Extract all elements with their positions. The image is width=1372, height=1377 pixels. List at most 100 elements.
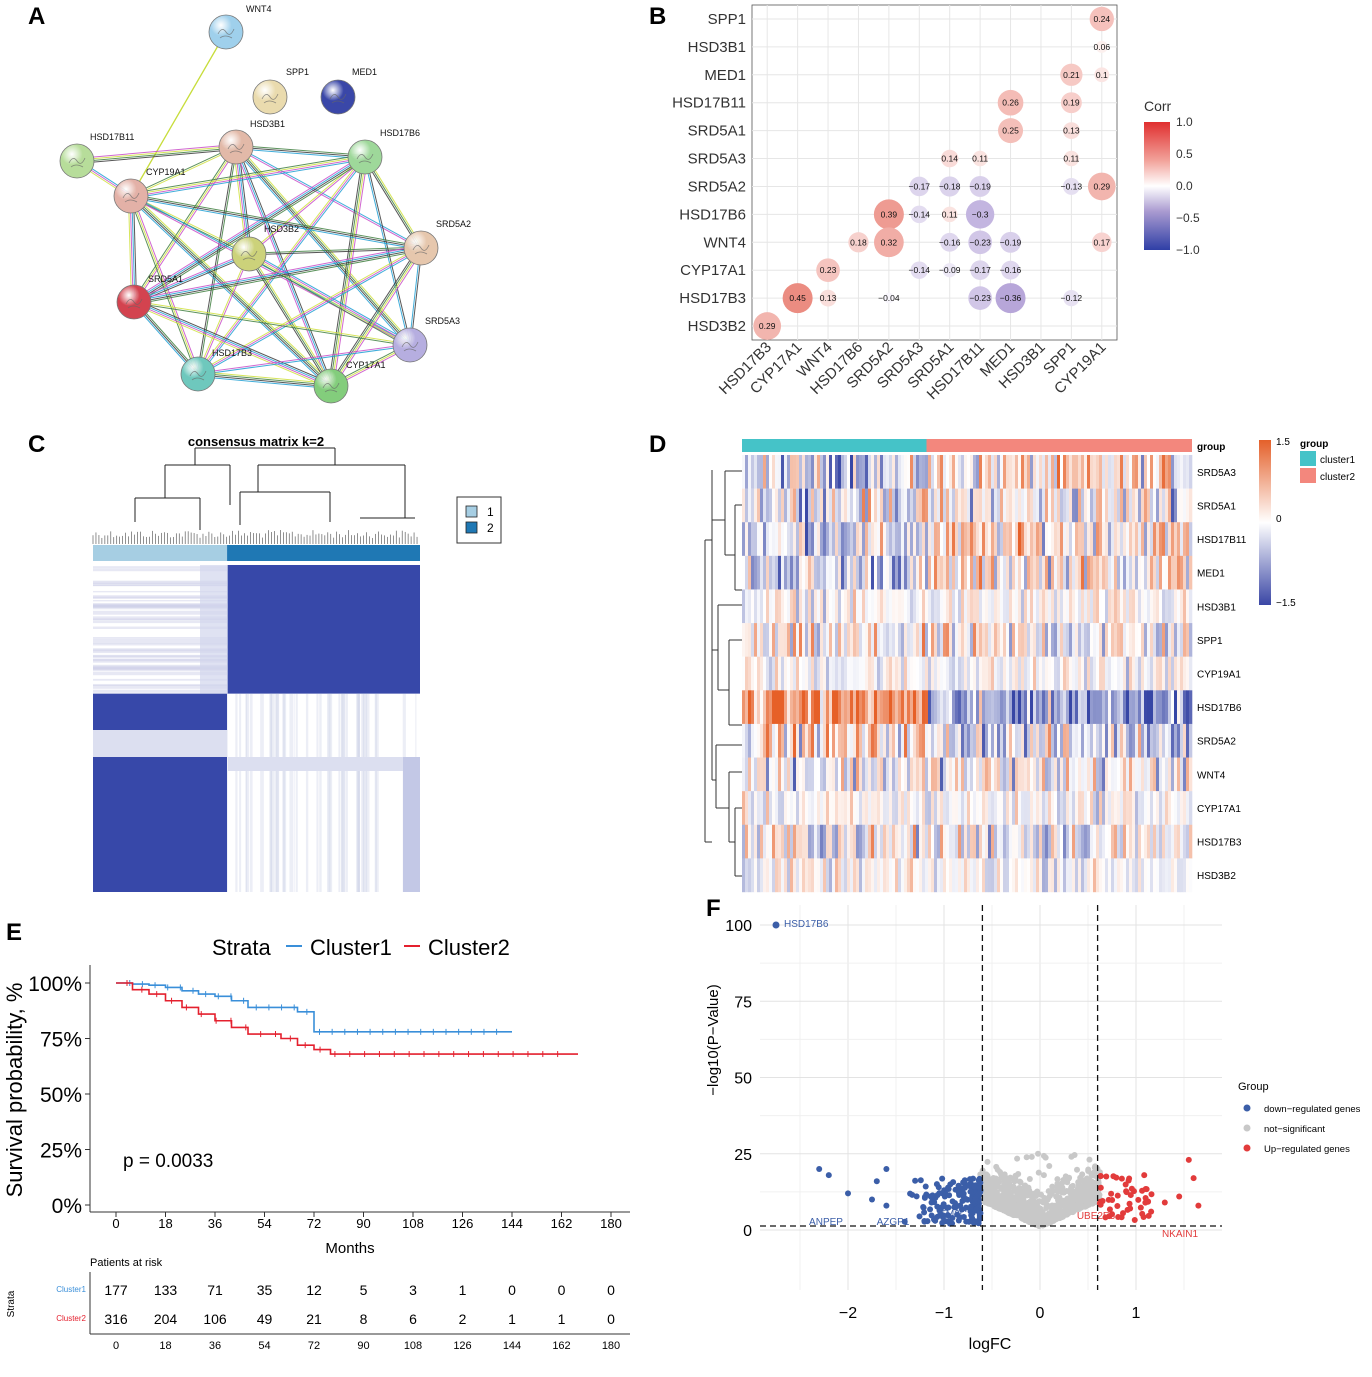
heatmap-cell [961, 488, 965, 523]
heatmap-cell [832, 455, 836, 489]
heatmap-cell [955, 723, 959, 758]
heatmap-cell [1006, 757, 1010, 792]
correlation-value: −0.16 [939, 237, 961, 247]
heatmap-cell [853, 623, 857, 657]
heatmap-cell [742, 858, 746, 893]
heatmap-cell [1084, 791, 1088, 825]
heatmap-cell [889, 656, 893, 691]
heatmap-cell [1105, 690, 1109, 725]
heatmap-cell [880, 623, 884, 657]
matrix-texture [356, 693, 360, 892]
heatmap-cell [1141, 488, 1145, 523]
y-tick-label: 0% [52, 1195, 82, 1218]
heatmap-cell [1120, 690, 1124, 725]
heatmap-cell [1018, 723, 1022, 758]
heatmap-cell [1105, 623, 1109, 657]
heatmap-cell [874, 589, 878, 624]
heatmap-cell [829, 690, 833, 725]
heatmap-cell [913, 757, 917, 792]
heatmap-cell [769, 757, 773, 792]
heatmap-cell [967, 824, 971, 859]
heatmap-cell [1141, 690, 1145, 725]
heatmap-cell [1117, 723, 1121, 758]
heatmap-cell [805, 589, 809, 624]
heatmap-cell [1147, 555, 1151, 590]
heatmap-cell [1006, 488, 1010, 523]
heatmap-cell [853, 522, 857, 557]
correlation-value: 0.29 [1094, 181, 1111, 191]
point-not-significant [992, 1203, 999, 1210]
heatmap-cell [952, 455, 956, 489]
point-up-regulated [1114, 1192, 1121, 1199]
heatmap-cell [883, 623, 887, 657]
point-up-regulated [1142, 1199, 1149, 1206]
heatmap-cell [1024, 623, 1028, 657]
heatmap-cell [1048, 690, 1052, 725]
heatmap-cell [1021, 623, 1025, 657]
heatmap-cell [937, 656, 941, 691]
heatmap-cell [874, 555, 878, 590]
correlation-value: −0.23 [969, 293, 991, 303]
heatmap-cell [847, 623, 851, 657]
point-up-regulated [1141, 1172, 1148, 1179]
heatmap-cell [820, 589, 824, 624]
heatmap-cell [958, 589, 962, 624]
heatmap-cell [1180, 757, 1184, 792]
heatmap-cell [904, 656, 908, 691]
network-edge [328, 246, 420, 385]
network-edge [329, 156, 365, 386]
heatmap-cell [910, 690, 914, 725]
heatmap-cell [1090, 522, 1094, 557]
heatmap-cell [1087, 589, 1091, 624]
heatmap-cell [1021, 690, 1025, 725]
risk-side-label: Strata [6, 1290, 17, 1317]
heatmap-cell [1072, 824, 1076, 859]
heatmap-cell [928, 455, 932, 489]
heatmap-cell [820, 656, 824, 691]
heatmap-cell [1024, 723, 1028, 758]
heatmap-cell [847, 858, 851, 893]
heatmap-cell [781, 858, 785, 893]
heatmap-cell [943, 690, 947, 725]
heatmap-cell [877, 589, 881, 624]
heatmap-cell [784, 690, 788, 725]
heatmap-cell [1072, 623, 1076, 657]
heatmap-cell [784, 858, 788, 893]
heatmap-cell [1024, 858, 1028, 893]
heatmap-cell [787, 555, 791, 590]
point-not-significant [1011, 1205, 1018, 1212]
heatmap-cell [853, 824, 857, 859]
heatmap-cell [874, 522, 878, 557]
heatmap-cell [1162, 690, 1166, 725]
heatmap-cell [793, 589, 797, 624]
heatmap-cell [898, 824, 902, 859]
point-not-significant [1049, 1183, 1056, 1190]
heatmap-cell [781, 589, 785, 624]
heatmap-cell [1150, 723, 1154, 758]
heatmap-cell [1033, 589, 1037, 624]
heatmap-cell [787, 589, 791, 624]
point-not-significant [1015, 1170, 1022, 1177]
heatmap-cell [1075, 455, 1079, 489]
heatmap-cell [781, 757, 785, 792]
heatmap-cell [1177, 656, 1181, 691]
network-edge [248, 246, 421, 254]
heatmap-cell [898, 858, 902, 893]
legend-label: not−significant [1264, 1124, 1325, 1135]
heatmap-cell [826, 656, 830, 691]
heatmap-cell [1132, 690, 1136, 725]
heatmap-cell [787, 858, 791, 893]
heatmap-cell [757, 623, 761, 657]
heatmap-cell [1063, 455, 1067, 489]
heatmap-cell [1096, 690, 1100, 725]
heatmap-cell [1063, 757, 1067, 792]
point-down-regulated [972, 1218, 979, 1225]
heatmap-cell [778, 723, 782, 758]
heatmap-cell [1063, 488, 1067, 523]
heatmap-cell [760, 623, 764, 657]
heatmap-cell [991, 488, 995, 523]
correlation-dot [998, 118, 1024, 144]
heatmap-cell [886, 656, 890, 691]
heatmap-cell [1000, 623, 1004, 657]
heatmap-cell [979, 824, 983, 859]
